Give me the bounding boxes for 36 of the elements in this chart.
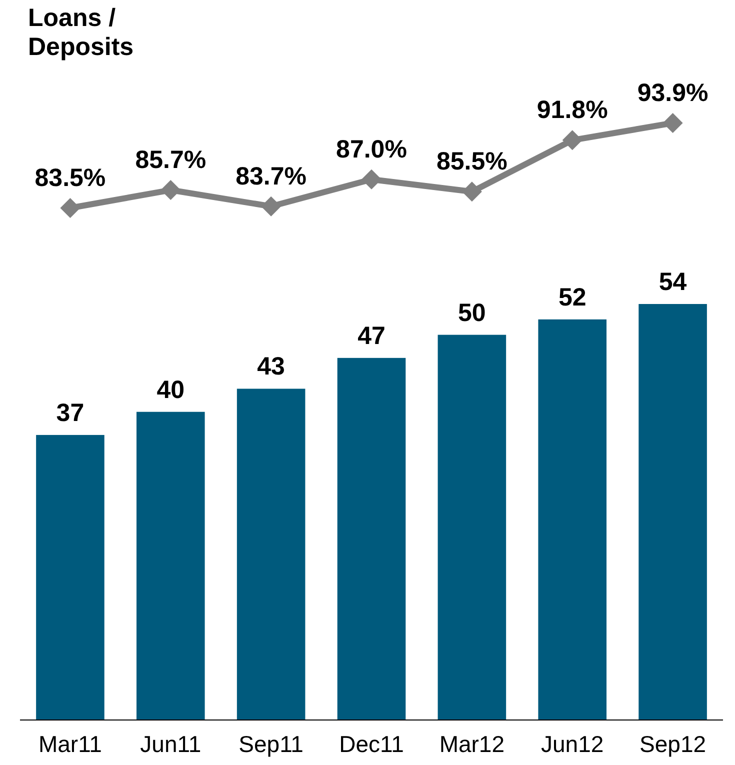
bar (337, 358, 406, 720)
x-tick-label: Dec11 (339, 731, 404, 757)
data-label: 37 (56, 398, 84, 427)
point (362, 169, 382, 190)
data-label: 50 (458, 298, 486, 327)
data-label: 87.0% (336, 135, 407, 164)
data-label: 85.7% (135, 146, 206, 174)
bar (438, 334, 506, 720)
data-label: 54 (658, 268, 687, 296)
data-label: 93.9% (637, 79, 708, 107)
x-tick-label: Sep11 (238, 731, 304, 757)
x-tick-label: Sep12 (640, 731, 706, 757)
data-label: 52 (558, 283, 586, 312)
bar (538, 319, 606, 720)
data-label: 47 (358, 322, 386, 350)
data-label: 83.7% (236, 162, 307, 190)
bar (638, 304, 707, 720)
x-tick-label: Mar11 (38, 731, 102, 757)
data-label: 83.5% (34, 164, 106, 192)
x-tick-label: Jun12 (541, 731, 604, 757)
chart-title: Loans / Deposits (28, 4, 134, 61)
point (462, 182, 482, 202)
data-label: 91.8% (536, 96, 608, 124)
x-tick-label: Jun11 (140, 731, 202, 757)
bar (236, 388, 306, 720)
point (562, 130, 582, 150)
point (160, 180, 181, 200)
bar (36, 434, 104, 720)
point (261, 196, 282, 216)
point (60, 198, 80, 218)
data-label: 40 (156, 376, 185, 404)
x-tick-label: Mar12 (439, 731, 505, 757)
point (662, 113, 683, 133)
data-label: 85.5% (436, 148, 508, 176)
data-label: 43 (257, 352, 285, 381)
bar (136, 412, 205, 720)
